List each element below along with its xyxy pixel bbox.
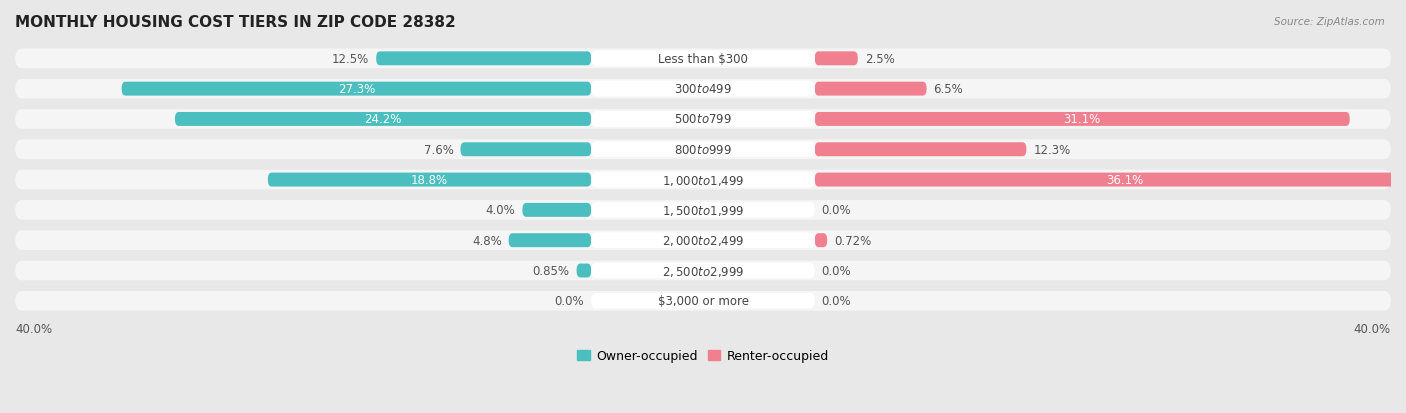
FancyBboxPatch shape: [815, 143, 1026, 157]
FancyBboxPatch shape: [15, 261, 1391, 281]
FancyBboxPatch shape: [591, 51, 815, 67]
Text: $300 to $499: $300 to $499: [673, 83, 733, 96]
FancyBboxPatch shape: [815, 173, 1406, 187]
FancyBboxPatch shape: [591, 142, 815, 158]
Text: 31.1%: 31.1%: [1063, 113, 1101, 126]
Text: 0.72%: 0.72%: [834, 234, 872, 247]
FancyBboxPatch shape: [267, 173, 591, 187]
FancyBboxPatch shape: [815, 52, 858, 66]
Text: 40.0%: 40.0%: [1354, 322, 1391, 335]
FancyBboxPatch shape: [377, 52, 591, 66]
FancyBboxPatch shape: [15, 50, 1391, 69]
Text: 18.8%: 18.8%: [411, 173, 449, 187]
Text: 0.0%: 0.0%: [821, 204, 851, 217]
FancyBboxPatch shape: [591, 293, 815, 309]
Text: $1,000 to $1,499: $1,000 to $1,499: [662, 173, 744, 187]
Text: 0.0%: 0.0%: [555, 294, 585, 308]
Text: 4.8%: 4.8%: [472, 234, 502, 247]
FancyBboxPatch shape: [523, 204, 591, 217]
Text: 12.3%: 12.3%: [1033, 143, 1070, 157]
Text: 24.2%: 24.2%: [364, 113, 402, 126]
Text: 0.0%: 0.0%: [821, 264, 851, 278]
FancyBboxPatch shape: [15, 140, 1391, 160]
FancyBboxPatch shape: [591, 263, 815, 279]
FancyBboxPatch shape: [174, 113, 591, 127]
Text: 6.5%: 6.5%: [934, 83, 963, 96]
Text: Less than $300: Less than $300: [658, 53, 748, 66]
Text: Source: ZipAtlas.com: Source: ZipAtlas.com: [1274, 17, 1385, 26]
FancyBboxPatch shape: [509, 234, 591, 247]
FancyBboxPatch shape: [15, 291, 1391, 311]
Text: 12.5%: 12.5%: [332, 53, 370, 66]
FancyBboxPatch shape: [591, 112, 815, 128]
FancyBboxPatch shape: [815, 234, 827, 247]
FancyBboxPatch shape: [461, 143, 591, 157]
Text: $1,500 to $1,999: $1,500 to $1,999: [662, 203, 744, 217]
Text: $3,000 or more: $3,000 or more: [658, 294, 748, 308]
FancyBboxPatch shape: [591, 202, 815, 218]
Text: 36.1%: 36.1%: [1107, 173, 1144, 187]
Text: $2,500 to $2,999: $2,500 to $2,999: [662, 264, 744, 278]
Text: 0.85%: 0.85%: [533, 264, 569, 278]
Text: 27.3%: 27.3%: [337, 83, 375, 96]
FancyBboxPatch shape: [15, 201, 1391, 220]
Text: 0.0%: 0.0%: [821, 294, 851, 308]
Text: $2,000 to $2,499: $2,000 to $2,499: [662, 234, 744, 247]
FancyBboxPatch shape: [15, 80, 1391, 99]
FancyBboxPatch shape: [576, 264, 591, 278]
Text: 4.0%: 4.0%: [485, 204, 516, 217]
Text: $500 to $799: $500 to $799: [673, 113, 733, 126]
Text: 7.6%: 7.6%: [423, 143, 454, 157]
FancyBboxPatch shape: [815, 113, 1350, 127]
Text: 40.0%: 40.0%: [15, 322, 52, 335]
FancyBboxPatch shape: [122, 83, 591, 96]
FancyBboxPatch shape: [815, 83, 927, 96]
FancyBboxPatch shape: [15, 231, 1391, 250]
FancyBboxPatch shape: [591, 172, 815, 188]
FancyBboxPatch shape: [591, 233, 815, 249]
Text: MONTHLY HOUSING COST TIERS IN ZIP CODE 28382: MONTHLY HOUSING COST TIERS IN ZIP CODE 2…: [15, 15, 456, 30]
FancyBboxPatch shape: [15, 110, 1391, 130]
Text: 2.5%: 2.5%: [865, 53, 894, 66]
Legend: Owner-occupied, Renter-occupied: Owner-occupied, Renter-occupied: [572, 344, 834, 367]
FancyBboxPatch shape: [15, 170, 1391, 190]
FancyBboxPatch shape: [591, 81, 815, 97]
Text: $800 to $999: $800 to $999: [673, 143, 733, 157]
